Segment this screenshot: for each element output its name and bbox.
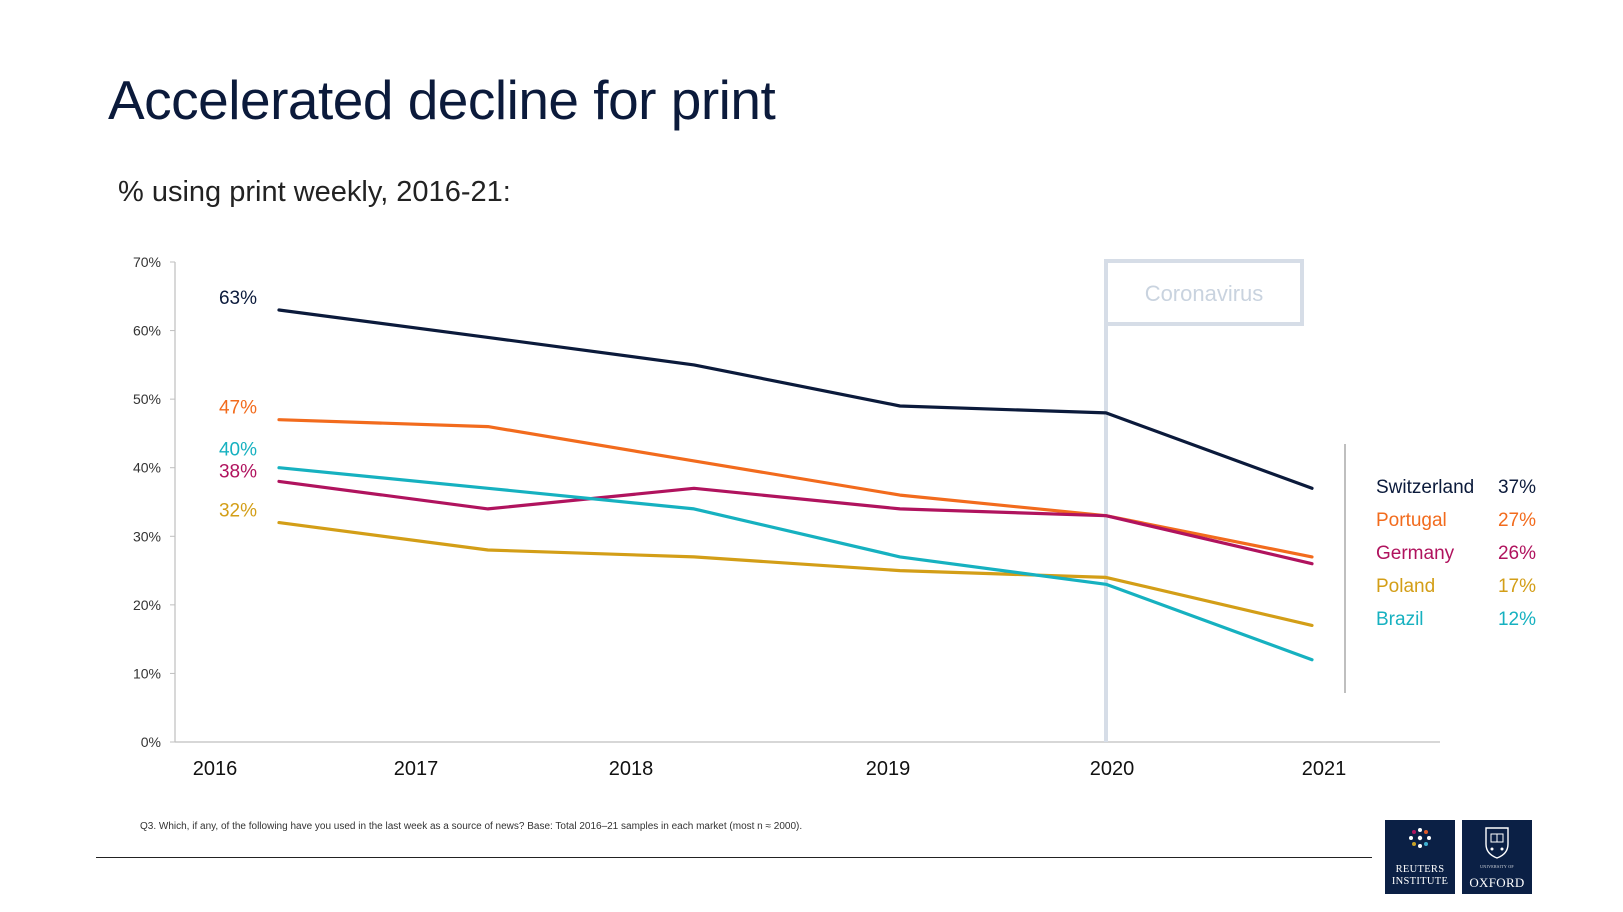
coronavirus-box: [1104, 259, 1304, 326]
y-tick-label: 0%: [141, 734, 161, 750]
x-tick-label: 2017: [394, 758, 439, 780]
coronavirus-annotation: Coronavirus: [1145, 281, 1264, 306]
start-value-label-switzerland: 63%: [219, 288, 257, 309]
series-line-switzerland: [277, 308, 1314, 490]
series-line-poland: [277, 520, 1314, 628]
oxford-crest-icon: [1485, 827, 1509, 859]
page-title: Accelerated decline for print: [108, 69, 776, 131]
reuters-emblem-icon: [1409, 828, 1431, 848]
footnote: Q3. Which, if any, of the following have…: [140, 821, 803, 832]
legend-value-brazil: 12%: [1498, 609, 1536, 630]
legend-value-germany: 26%: [1498, 543, 1536, 564]
x-tick-label: 2021: [1302, 758, 1347, 780]
series-line-portugal: [277, 418, 1314, 559]
footer-divider: [96, 857, 1372, 858]
legend-value-portugal: 27%: [1498, 510, 1536, 531]
series-line-brazil: [277, 466, 1314, 662]
oxford-logo-line1: UNIVERSITY OF: [1480, 864, 1514, 869]
start-value-label-germany: 38%: [219, 461, 257, 482]
oxford-university-logo: UNIVERSITY OF OXFORD: [1462, 820, 1532, 894]
reuters-institute-logo: REUTERS INSTITUTE: [1385, 820, 1455, 894]
reuters-logo-line2: INSTITUTE: [1391, 876, 1449, 887]
start-value-label-poland: 32%: [219, 501, 257, 522]
line-chart: 0% 10% 20% 30% 40% 50% 60% 70% 2016 2017 2018 2019 2…: [133, 254, 1536, 780]
legend-entry-poland: Poland: [1376, 576, 1435, 597]
legend-value-poland: 17%: [1498, 576, 1536, 597]
y-tick-label: 10%: [133, 665, 161, 681]
legend-entry-germany: Germany: [1376, 543, 1455, 564]
series-line-germany: [277, 479, 1314, 566]
x-tick-label: 2018: [609, 758, 654, 780]
y-tick-label: 60%: [133, 323, 161, 339]
start-value-label-brazil: 40%: [219, 440, 257, 461]
y-tick-label: 30%: [133, 528, 161, 544]
x-tick-label: 2020: [1090, 758, 1135, 780]
x-tick-label: 2019: [866, 758, 911, 780]
oxford-logo-line2: OXFORD: [1469, 875, 1525, 890]
x-tick-label: 2016: [193, 758, 238, 780]
chart-subtitle: % using print weekly, 2016-21:: [118, 176, 511, 208]
y-tick-label: 20%: [133, 597, 161, 613]
reuters-logo-line1: REUTERS: [1395, 864, 1445, 875]
legend-entry-portugal: Portugal: [1376, 510, 1447, 531]
y-tick-label: 70%: [133, 254, 161, 270]
legend-entry-switzerland: Switzerland: [1376, 477, 1474, 498]
y-tick-label: 40%: [133, 460, 161, 476]
start-value-label-portugal: 47%: [219, 398, 257, 419]
legend-entry-brazil: Brazil: [1376, 609, 1424, 630]
y-tick-label: 50%: [133, 391, 161, 407]
legend-value-switzerland: 37%: [1498, 477, 1536, 498]
